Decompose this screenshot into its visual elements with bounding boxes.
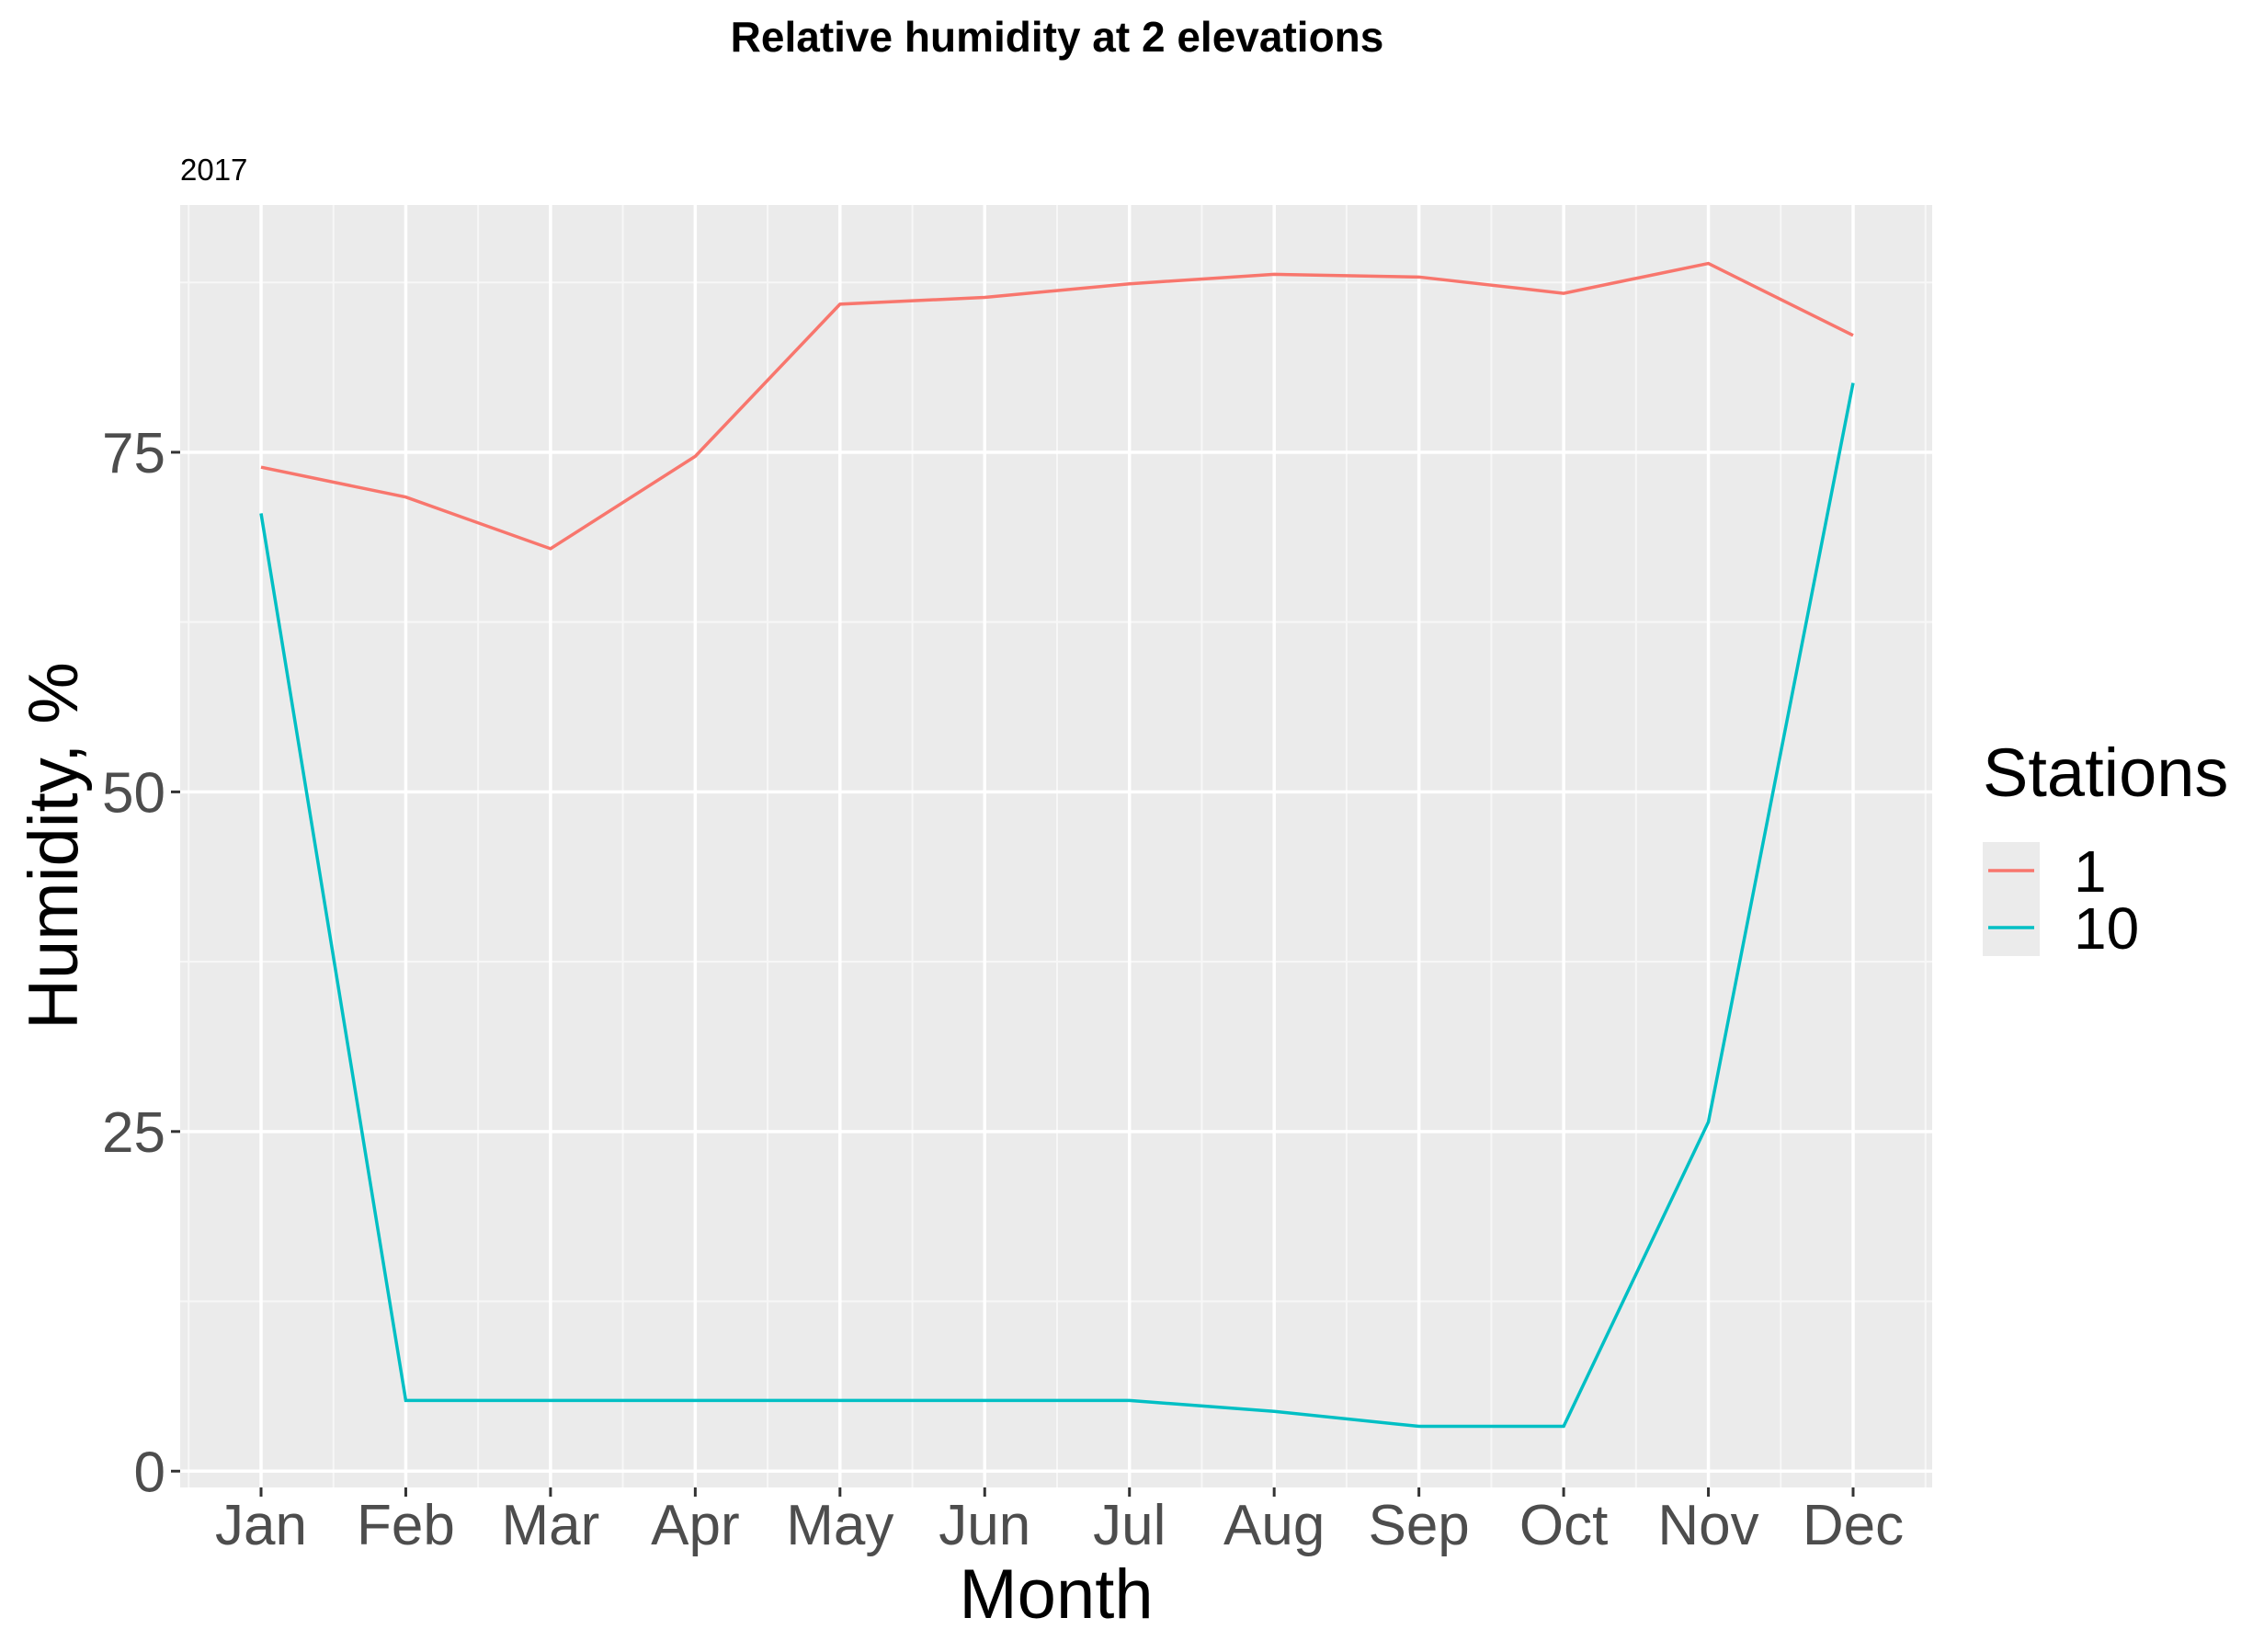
y-tick-label: 75	[102, 422, 165, 485]
y-axis-title: Humidity, %	[15, 662, 93, 1030]
x-tick-label: May	[786, 1494, 893, 1557]
x-tick-label: Jan	[215, 1494, 307, 1557]
x-tick-label: Jul	[1093, 1494, 1166, 1557]
legend: Stations 110	[1983, 735, 2228, 962]
x-tick-label: Sep	[1368, 1494, 1469, 1557]
x-tick-label: Dec	[1803, 1494, 1904, 1557]
legend-title: Stations	[1983, 735, 2228, 811]
x-tick-label: Feb	[357, 1494, 455, 1557]
legend-label: 1	[2074, 838, 2107, 905]
x-tick-label: Nov	[1657, 1494, 1758, 1557]
legend-label: 10	[2074, 895, 2139, 962]
x-tick-label: Oct	[1519, 1494, 1608, 1557]
series-line-1	[260, 261, 1854, 551]
grid-lines	[180, 205, 1932, 1487]
chart-subtitle: 2017	[180, 153, 247, 187]
x-tick-label: Jun	[939, 1494, 1030, 1557]
series-lines	[259, 261, 1855, 1429]
chart-title: Relative humidity at 2 elevations	[731, 13, 1384, 61]
y-tick-label: 0	[134, 1441, 165, 1504]
y-tick-label: 50	[102, 761, 165, 825]
axes: 0 25 50 75 Jan Feb Mar Apr May Jun Jul Aug Sep Oct Nov…	[102, 422, 1904, 1557]
x-tick-label: Mar	[502, 1494, 600, 1557]
x-axis-title: Month	[959, 1555, 1153, 1634]
y-tick-label: 25	[102, 1101, 165, 1165]
x-tick-label: Apr	[651, 1494, 739, 1557]
series-line-10	[259, 382, 1855, 1429]
x-tick-label: Aug	[1223, 1494, 1325, 1557]
